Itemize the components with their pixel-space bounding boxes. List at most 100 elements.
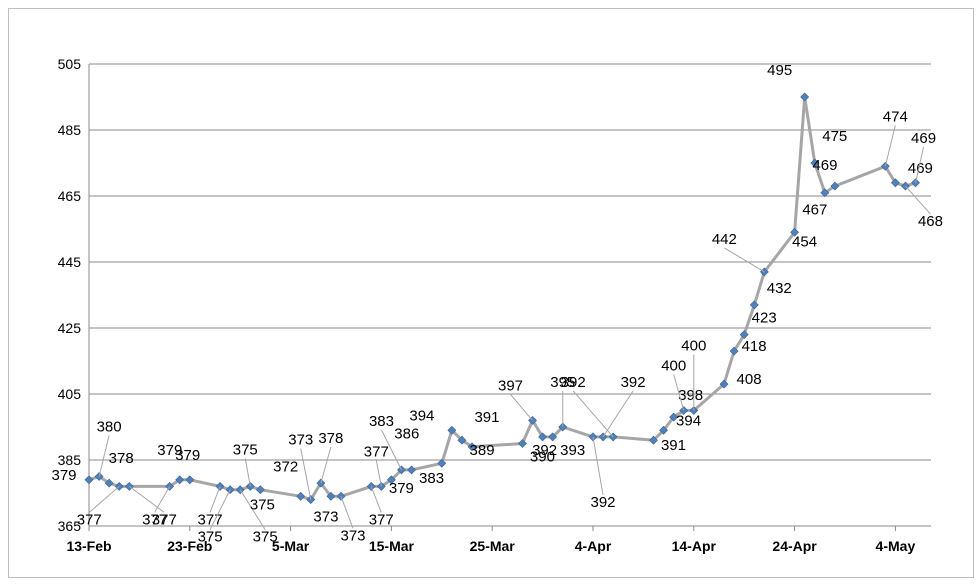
data-label: 379 <box>51 467 76 484</box>
data-point-marker <box>810 158 820 168</box>
data-label-leader <box>673 374 685 411</box>
chart-area: 365 385 405 425 445 465 485 505 13-Feb 23-Feb 5-Ma… <box>8 8 974 578</box>
data-point-marker <box>659 425 668 435</box>
data-point-marker <box>548 432 558 442</box>
data-label-leader <box>915 146 925 183</box>
x-tick-label: 4-May <box>876 538 916 554</box>
data-label: 380 <box>97 419 122 436</box>
data-label: 394 <box>676 412 701 429</box>
y-tick-label: 405 <box>58 386 82 402</box>
data-label: 373 <box>288 432 313 449</box>
data-label: 377 <box>142 511 167 528</box>
y-tick-label: 465 <box>58 188 82 204</box>
series-line <box>88 95 917 502</box>
data-point-marker <box>538 432 548 442</box>
data-label: 383 <box>369 413 394 430</box>
data-label: 375 <box>253 529 278 546</box>
data-label-leader <box>905 185 931 215</box>
data-label-leader <box>239 489 266 530</box>
data-label: 372 <box>273 458 298 475</box>
data-point-marker <box>447 425 457 435</box>
data-label-leader <box>209 486 221 513</box>
data-point-marker <box>739 330 749 340</box>
data-label: 373 <box>340 527 365 544</box>
data-label: 389 <box>470 442 495 459</box>
data-point-marker <box>649 435 658 445</box>
data-point-marker <box>729 346 739 356</box>
data-label-leader <box>884 125 896 167</box>
data-label: 398 <box>678 387 703 404</box>
data-label: 393 <box>560 442 585 459</box>
x-tick-label: 14-Apr <box>672 538 717 554</box>
data-label-leader <box>320 446 332 484</box>
data-point-marker <box>749 300 759 310</box>
data-label: 423 <box>752 310 777 327</box>
data-label: 432 <box>767 280 792 297</box>
x-tick-label: 13-Feb <box>66 538 111 554</box>
data-label: 400 <box>681 338 706 355</box>
data-label: 474 <box>883 108 908 125</box>
data-label: 386 <box>394 425 419 442</box>
data-point-marker <box>790 227 800 237</box>
data-label: 469 <box>908 160 933 177</box>
y-tick-label: 385 <box>58 452 82 468</box>
data-label-leader <box>510 394 533 421</box>
data-label-leader <box>129 485 165 513</box>
data-point-marker <box>386 475 396 485</box>
data-point-marker <box>719 379 729 389</box>
data-label: 378 <box>318 430 343 447</box>
data-label-leader <box>572 390 614 438</box>
data-label: 468 <box>918 213 943 230</box>
data-label: 395 <box>550 374 575 391</box>
data-label: 454 <box>792 233 817 250</box>
data-label: 377 <box>198 511 223 528</box>
data-label: 375 <box>250 497 275 514</box>
data-label-leader <box>98 435 110 477</box>
x-tick-label: 24-Apr <box>772 538 817 554</box>
data-label: 392 <box>532 442 557 459</box>
data-label-leader <box>592 436 604 495</box>
x-tick-label: 15-Mar <box>369 538 415 554</box>
data-point-marker <box>296 491 306 501</box>
data-label: 469 <box>911 130 936 147</box>
data-label-leader <box>154 486 171 513</box>
data-point-marker <box>890 178 900 188</box>
data-label: 375 <box>198 529 223 546</box>
data-point-marker <box>185 475 195 485</box>
data-point-marker <box>326 491 336 501</box>
data-label: 383 <box>419 470 444 487</box>
data-label: 408 <box>737 371 762 388</box>
data-label: 378 <box>109 450 134 467</box>
data-label: 379 <box>175 447 200 464</box>
data-point-marker <box>669 412 679 422</box>
data-label: 442 <box>712 231 737 248</box>
line-chart: 365 385 405 425 445 465 485 505 13-Feb 23-Feb 5-Ma… <box>51 56 943 554</box>
data-label: 390 <box>530 449 555 466</box>
y-tick-label: 485 <box>58 122 82 138</box>
data-label: 373 <box>313 508 338 525</box>
data-point-marker <box>407 465 416 475</box>
data-point-marker <box>820 188 830 198</box>
data-label-leader <box>375 460 382 487</box>
data-point-marker <box>800 92 810 102</box>
data-label: 392 <box>590 494 615 511</box>
data-label-leader <box>209 489 231 530</box>
data-label: 394 <box>409 407 434 424</box>
y-tick-label: 505 <box>58 56 82 72</box>
data-label: 495 <box>767 62 792 79</box>
data-label: 377 <box>369 511 394 528</box>
data-point-marker <box>467 442 477 452</box>
data-point-marker <box>175 475 185 485</box>
y-tick-label: 365 <box>58 518 82 534</box>
data-label-leader <box>340 496 354 529</box>
data-point-marker <box>255 485 265 495</box>
x-tick-label: 23-Feb <box>167 538 212 554</box>
data-label: 467 <box>802 202 827 219</box>
data-point-marker <box>830 181 840 191</box>
data-label: 379 <box>389 480 414 497</box>
y-tick-label: 425 <box>58 320 82 336</box>
data-label: 391 <box>474 409 499 426</box>
x-tick-label: 5-Mar <box>272 538 310 554</box>
x-tick-label: 25-Mar <box>470 538 516 554</box>
data-label-leader <box>602 390 634 438</box>
